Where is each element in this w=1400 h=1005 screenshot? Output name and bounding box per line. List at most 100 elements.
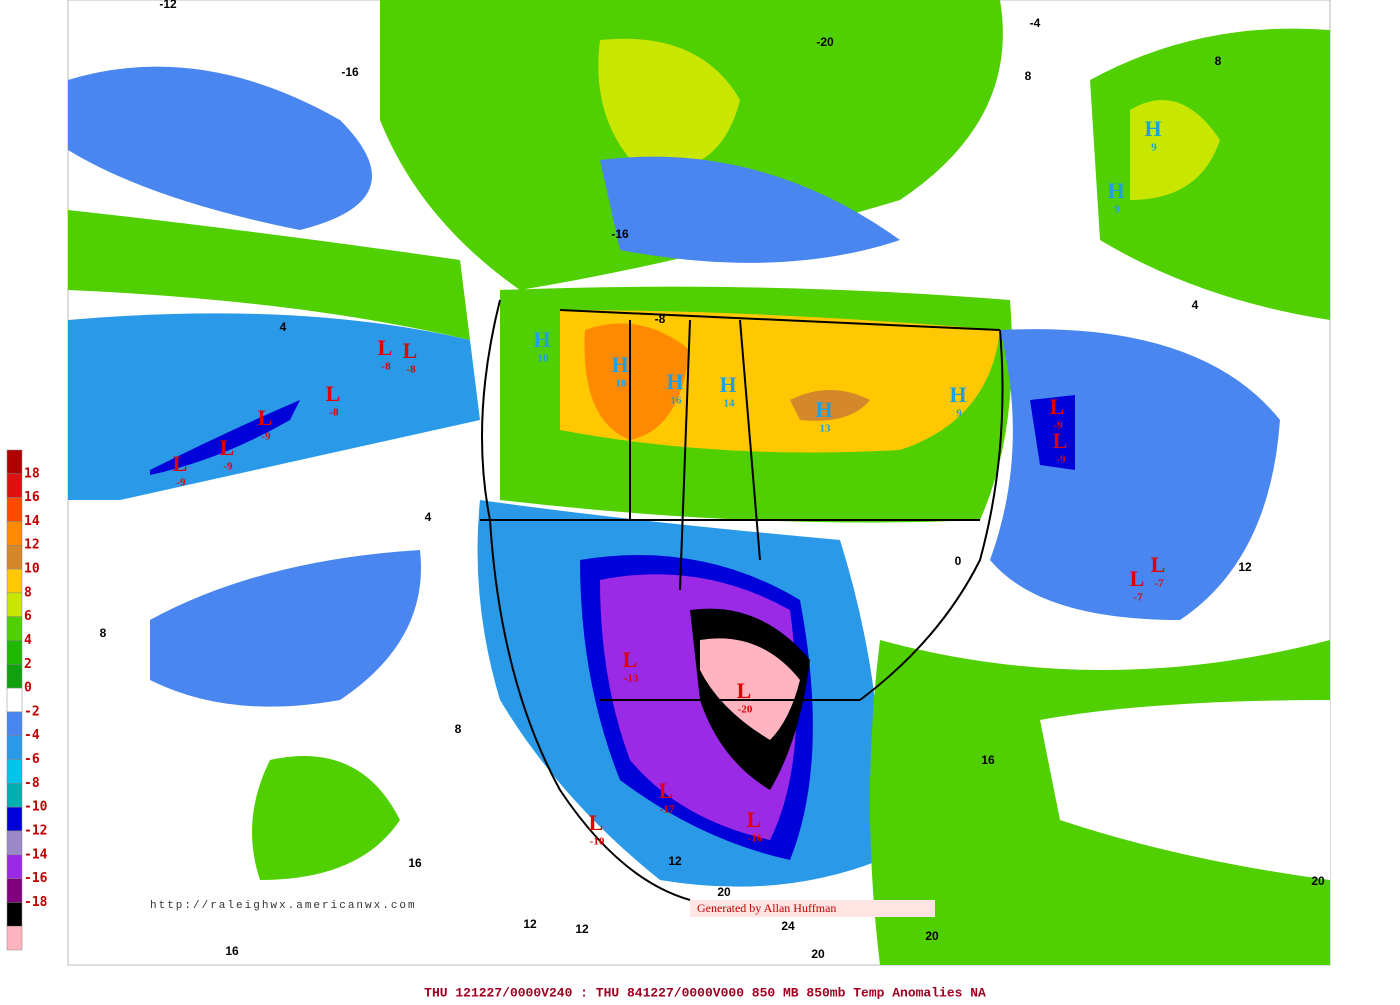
legend-label: -6: [24, 752, 40, 767]
legend-label: 14: [24, 514, 40, 529]
source-url: http://raleighwx.americanwx.com: [150, 900, 417, 912]
center-letter: L: [173, 451, 188, 476]
legend-label: -2: [24, 704, 40, 719]
center-letter: H: [1107, 178, 1124, 203]
center-value: -10: [590, 836, 605, 848]
contour-label: 20: [1311, 874, 1325, 888]
center-value: -9: [1053, 420, 1063, 432]
contour-label: 8: [1215, 54, 1222, 68]
center-value: 13: [820, 423, 832, 435]
contour-label: -12: [159, 0, 177, 11]
contour-label: 0: [955, 554, 962, 568]
legend-label: 6: [24, 609, 32, 624]
contour-label: -16: [611, 227, 629, 241]
legend-swatch: [6, 521, 23, 546]
center-value: -9: [1056, 454, 1066, 466]
center-value: -16: [748, 833, 763, 845]
contour-labels: -16 -12 4 4 8 8 16 16 12 12 12 20 24 20 20 20 16 12 4 8 8 -4 -…: [100, 0, 1325, 961]
legend-label: -8: [24, 776, 40, 791]
center-value: 9: [1151, 142, 1157, 154]
legend-swatch: [6, 664, 23, 689]
center-letter: H: [1144, 116, 1161, 141]
credit: Generated by Allan Huffman: [697, 901, 836, 915]
legend-swatch: [6, 568, 23, 594]
center-value: 18: [616, 378, 628, 390]
legend-swatch: [6, 854, 23, 879]
center-letter: L: [589, 810, 604, 835]
center-letter: H: [533, 327, 550, 352]
contour-label: 4: [280, 320, 287, 334]
center-value: 9: [1114, 204, 1120, 216]
boundaries: [480, 299, 1004, 901]
contour-label: 4: [425, 510, 432, 524]
legend-swatch: [6, 806, 23, 832]
legend-swatch: [6, 544, 23, 570]
legend-swatch: [6, 687, 23, 713]
legend-swatch: [6, 449, 23, 475]
legend-label: 4: [24, 633, 32, 648]
center-value: -13: [624, 673, 639, 685]
center-value: 14: [724, 398, 736, 410]
legend-swatch: [6, 711, 23, 736]
legend-swatch: [6, 497, 23, 522]
legend-swatch: [6, 473, 23, 498]
center-letter: L: [258, 405, 273, 430]
contour-label: -16: [341, 65, 359, 79]
legend-swatch: [6, 783, 23, 808]
contour-label: 16: [981, 753, 995, 767]
center-value: -20: [738, 704, 753, 716]
center-letter: H: [611, 352, 628, 377]
center-letter: L: [1053, 428, 1068, 453]
center-value: -17: [660, 804, 675, 816]
center-letter: H: [666, 369, 683, 394]
center-value: -8: [329, 407, 339, 419]
legend-label: 10: [24, 562, 40, 577]
center-letter: L: [1151, 552, 1166, 577]
contour-label: 4: [1192, 298, 1199, 312]
center-value: -7: [1133, 592, 1143, 604]
legend-label: -14: [24, 847, 48, 862]
center-letter: L: [1050, 394, 1065, 419]
center-letter: L: [623, 647, 638, 672]
footer: THU 121227/0000V240 : THU 841227/0000V00…: [424, 985, 986, 1000]
center-letter: L: [1130, 566, 1145, 591]
contour-label: 12: [1238, 560, 1252, 574]
center-value: -8: [381, 361, 391, 373]
center-value: 16: [671, 395, 683, 407]
contour-label: -4: [1030, 16, 1041, 30]
legend-label: 8: [24, 585, 32, 600]
contour-label: 16: [225, 944, 239, 958]
center-letter: H: [949, 382, 966, 407]
center-letter: L: [747, 807, 762, 832]
center-letter: L: [220, 435, 235, 460]
center-letter: L: [326, 381, 341, 406]
color-legend: 18 16 14 12 10 8 6 4 2 0 -2 -4 -6 -8 -10 -12 -14 -16 -18: [6, 449, 48, 951]
legend-label: -18: [24, 895, 48, 910]
contour-label: -20: [816, 35, 834, 49]
center-value: -9: [223, 461, 233, 473]
anomaly-fill: [68, 0, 1330, 965]
contour-label: 12: [668, 854, 682, 868]
legend-label: 18: [24, 466, 40, 481]
center-letter: L: [403, 338, 418, 363]
contour-label: 8: [1025, 69, 1032, 83]
legend-label: 0: [24, 681, 32, 696]
legend-label: -16: [24, 871, 48, 886]
contour-label: 16: [408, 856, 422, 870]
legend-label: 2: [24, 657, 32, 672]
contour-label: 8: [455, 722, 462, 736]
legend-label: 12: [24, 538, 40, 553]
legend-swatch: [6, 640, 23, 665]
center-value: -9: [176, 477, 186, 489]
legend-swatch: [6, 592, 23, 617]
contour-label: 12: [575, 922, 589, 936]
legend-swatch: [6, 878, 23, 903]
legend-label: -12: [24, 823, 47, 838]
legend-swatch: [6, 902, 23, 927]
contour-label: 12: [523, 917, 537, 931]
contour-label: -8: [655, 312, 666, 326]
contour-label: 20: [717, 885, 731, 899]
center-letter: H: [815, 397, 832, 422]
